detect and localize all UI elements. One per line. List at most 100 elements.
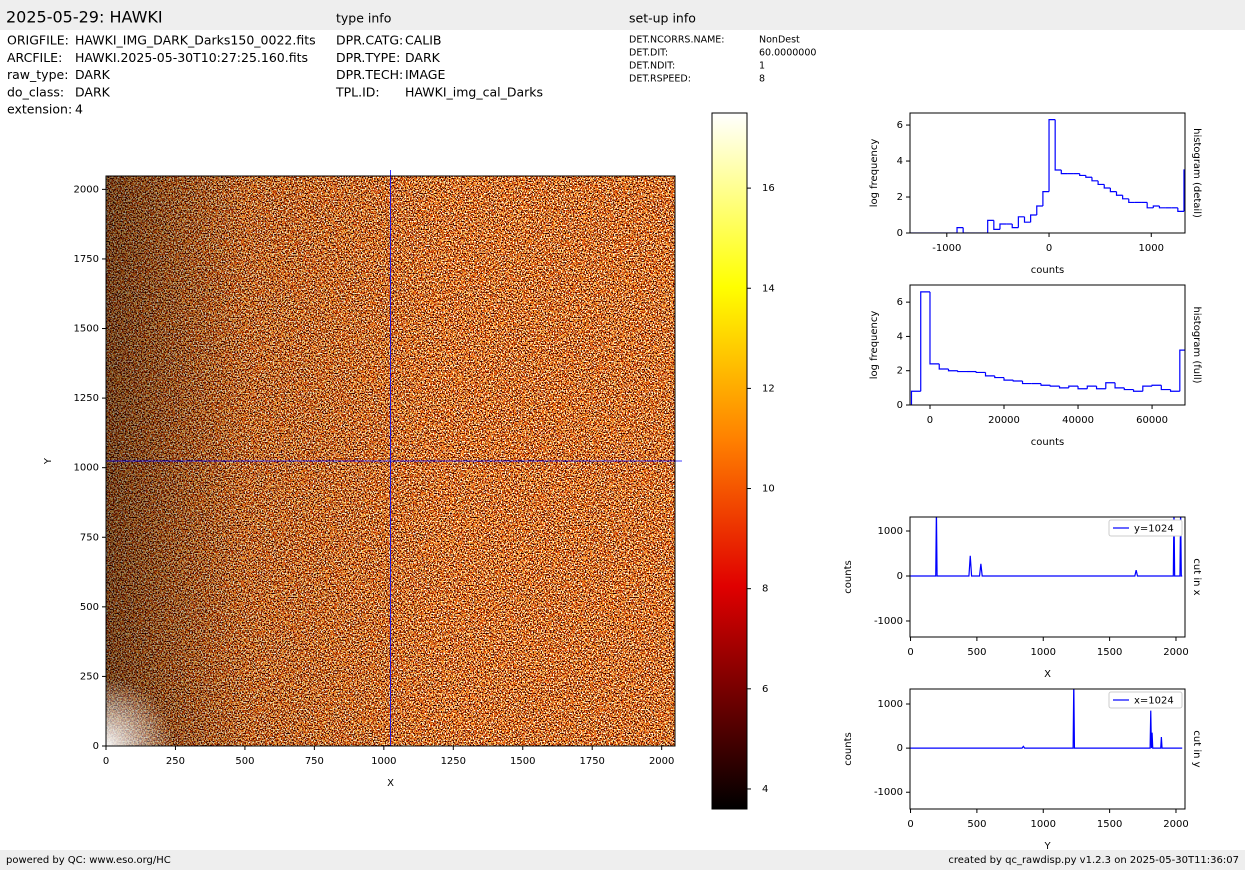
y-axis-label: counts xyxy=(843,732,854,765)
x-tick-label: 2000 xyxy=(649,756,674,767)
x-tick-label: 0 xyxy=(927,415,933,426)
y-tick-label: 0 xyxy=(93,741,99,752)
y-axis-label: counts xyxy=(843,560,854,593)
x-tick-label: 1750 xyxy=(579,756,604,767)
x-axis-label: counts xyxy=(1031,265,1064,276)
histogram-step xyxy=(1158,206,1166,209)
y-tick-label: -1000 xyxy=(874,787,903,798)
y-tick-label: 1000 xyxy=(878,699,903,710)
x-tick-label: 1500 xyxy=(1097,647,1122,658)
histogram-step xyxy=(929,291,940,365)
plot-area xyxy=(910,517,1183,577)
histogram-step xyxy=(1152,205,1160,208)
axes-frame xyxy=(105,175,676,747)
page-title: 2025-05-29: HAWKI xyxy=(6,8,163,27)
histogram-step xyxy=(910,390,921,405)
histogram-step xyxy=(1109,188,1117,193)
histogram-step xyxy=(1115,191,1123,196)
footer-left: powered by QC: www.eso.org/HC xyxy=(6,855,171,866)
x-tick-label: 250 xyxy=(166,756,185,767)
info-value: 1 xyxy=(759,61,765,72)
histogram-step xyxy=(1179,349,1185,392)
histogram-step xyxy=(1058,386,1069,389)
histogram-step xyxy=(1023,216,1031,223)
x-axis-label: counts xyxy=(1031,437,1064,448)
histogram-step xyxy=(1036,205,1043,216)
histogram-step xyxy=(957,370,967,373)
histogram-step xyxy=(1169,389,1180,392)
info-key: DET.NCORRS.NAME: xyxy=(629,35,725,46)
info-value: 4 xyxy=(75,102,83,117)
info-key: DPR.TYPE: xyxy=(336,50,400,65)
histogram-step xyxy=(1085,175,1092,178)
histogram-step xyxy=(938,363,949,370)
setup-info-heading: set-up info xyxy=(629,11,696,26)
legend-box xyxy=(1108,691,1183,709)
histogram-step xyxy=(1086,385,1097,389)
y-tick-label: 6 xyxy=(897,120,903,131)
histogram-step xyxy=(1030,214,1037,223)
histogram-step xyxy=(956,227,964,233)
y-tick-label: 0 xyxy=(897,228,903,239)
y-tick-label: 750 xyxy=(80,532,99,543)
info-value: HAWKI.2025-05-30T10:27:25.160.fits xyxy=(75,50,308,65)
y-tick-label: 2 xyxy=(897,192,903,203)
info-key: ARCFILE: xyxy=(7,50,62,65)
x-tick-label: 0 xyxy=(103,756,109,767)
histogram-step xyxy=(1068,385,1079,388)
x-tick-label: 1000 xyxy=(1031,819,1056,830)
y-axis-label: Y xyxy=(43,457,54,465)
x-tick-label: 40000 xyxy=(1062,415,1094,426)
chart-histogram: 0 20000 40000 60000 0 2 4 6 counts log frequency h… xyxy=(869,284,1202,448)
x-tick-label: 60000 xyxy=(1136,415,1168,426)
footer-right: created by qc_rawdisp.py v1.2.3 on 2025-… xyxy=(948,855,1239,866)
histogram-step xyxy=(1105,382,1116,389)
histogram-step xyxy=(1160,385,1171,391)
y-tick-label: 250 xyxy=(80,671,99,682)
x-tick-label: -1000 xyxy=(932,243,961,254)
histogram-step xyxy=(1042,191,1050,207)
y-tick-label: 1750 xyxy=(74,254,99,265)
axes-frame xyxy=(909,284,1186,406)
plot-area xyxy=(910,291,1185,405)
x-tick-label: 1000 xyxy=(1031,647,1056,658)
histogram-step xyxy=(1011,224,1019,229)
x-tick-label: 750 xyxy=(305,756,324,767)
axes-frame xyxy=(909,688,1186,810)
y-tick-label: 4 xyxy=(897,331,903,342)
histogram-step xyxy=(987,219,994,233)
info-value: HAWKI_IMG_DARK_Darks150_0022.fits xyxy=(75,33,316,48)
x-tick-label: 1250 xyxy=(441,756,466,767)
x-tick-label: 20000 xyxy=(988,415,1020,426)
chart-histogram: -1000 0 1000 0 2 4 6 counts log frequency histogr… xyxy=(869,112,1202,276)
x-tick-label: 1500 xyxy=(510,756,535,767)
histogram-step xyxy=(1151,384,1162,387)
x-tick-label: 0 xyxy=(1046,243,1052,254)
histogram-step xyxy=(1077,386,1088,390)
axes-frame xyxy=(909,516,1186,638)
cut-line xyxy=(910,689,1183,749)
info-key: do_class: xyxy=(7,84,64,99)
histogram-step xyxy=(962,227,970,233)
info-value: CALIB xyxy=(405,33,442,48)
y-tick-label: 16 xyxy=(762,183,775,194)
plot-area xyxy=(910,689,1183,749)
histogram-step xyxy=(1097,180,1105,186)
cut-line xyxy=(910,517,1183,577)
x-axis-label: Y xyxy=(1043,841,1051,852)
legend-box xyxy=(1108,519,1183,537)
histogram-step xyxy=(1146,202,1154,209)
y-tick-label: 1000 xyxy=(74,463,99,474)
histogram-step xyxy=(984,372,995,377)
axes-frame xyxy=(711,112,748,810)
plot-area xyxy=(712,113,747,809)
x-tick-label: 2000 xyxy=(1163,819,1188,830)
y-tick-label: 14 xyxy=(762,283,775,294)
panel-title: histogram (detail) xyxy=(1191,128,1202,218)
header-bar xyxy=(0,0,1245,30)
x-tick-label: 500 xyxy=(967,819,986,830)
info-value: HAWKI_img_cal_Darks xyxy=(405,84,543,99)
chart-colorbar: 4 6 8 10 12 14 16 xyxy=(711,112,775,810)
x-tick-label: 2000 xyxy=(1163,647,1188,658)
